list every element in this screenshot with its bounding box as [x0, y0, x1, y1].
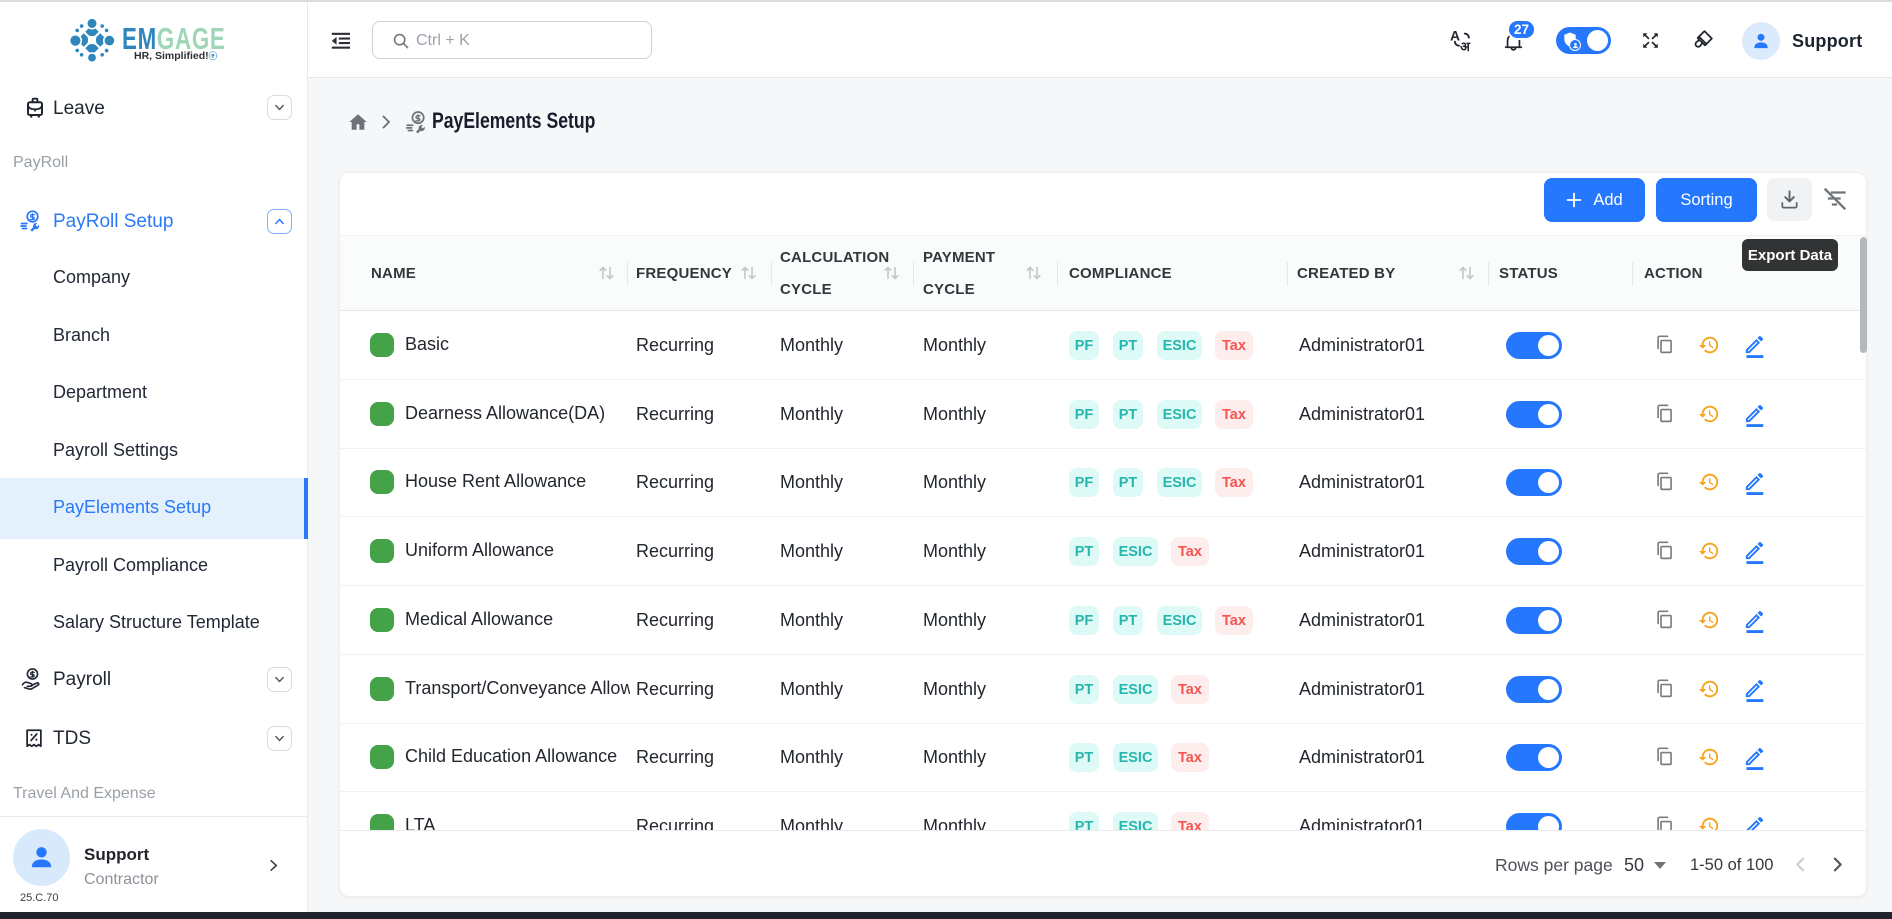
svg-text:अ: अ	[1460, 39, 1471, 52]
svg-text:A: A	[1450, 28, 1460, 44]
